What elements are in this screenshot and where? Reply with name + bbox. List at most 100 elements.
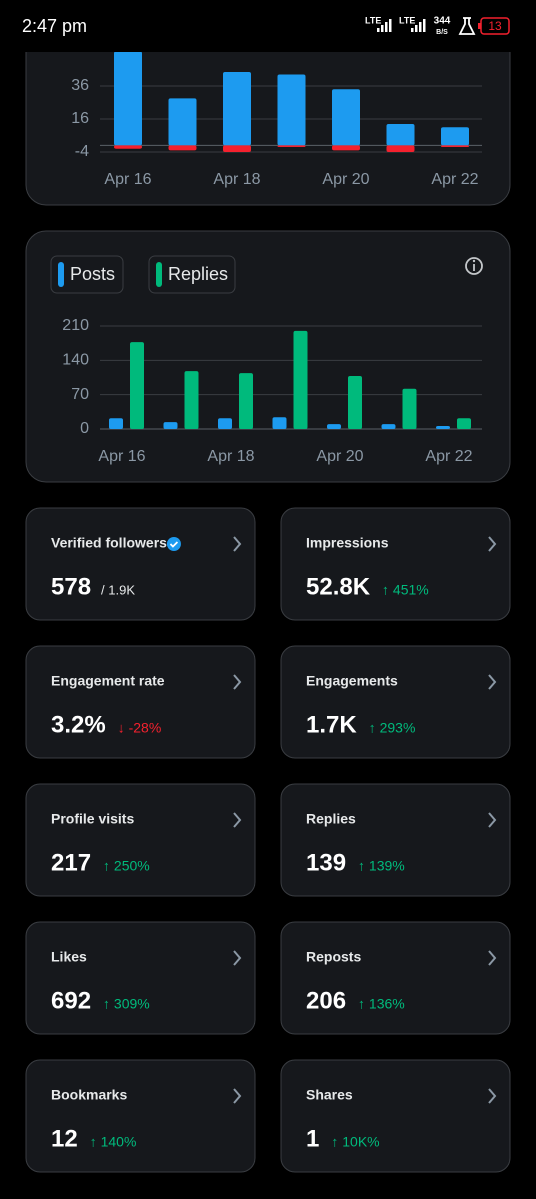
metric-label: Shares xyxy=(306,1087,353,1103)
metric-change: ↑ 140% xyxy=(90,1134,137,1150)
card-bg xyxy=(25,783,256,897)
battery-tip xyxy=(478,23,481,29)
info-icon[interactable] xyxy=(465,257,483,275)
bar xyxy=(184,371,199,429)
legend-label: Replies xyxy=(168,264,228,284)
bar xyxy=(272,417,287,429)
badge-check xyxy=(169,541,179,548)
x-tick-label: Apr 20 xyxy=(322,171,369,188)
card-bg xyxy=(25,645,256,759)
metric-value: 1.7K xyxy=(306,711,357,738)
status-bg xyxy=(0,0,536,52)
chevron xyxy=(233,812,242,828)
bar xyxy=(441,145,469,148)
metric-card[interactable]: Shares 1 ↑ 10K% xyxy=(280,1059,511,1173)
card-bg xyxy=(280,1059,511,1173)
card-bg xyxy=(25,921,256,1035)
y-tick-label: 210 xyxy=(62,317,89,334)
metric-change: ↑ 293% xyxy=(369,720,416,736)
bar xyxy=(386,123,415,146)
status-bar: 2:47 pm LTE LTE 344 B/S 13 xyxy=(0,0,536,52)
metric-card[interactable]: Verified followers 578 / 1.9K xyxy=(25,507,256,621)
metric-label: Engagements xyxy=(306,673,398,689)
x-tick-label: Apr 20 xyxy=(316,448,363,465)
bar xyxy=(168,145,197,151)
chevron xyxy=(233,950,242,966)
bar xyxy=(457,418,471,429)
legend-button[interactable] xyxy=(50,255,124,294)
signal-bar xyxy=(415,25,418,32)
metric-value: 692 xyxy=(51,987,91,1014)
signal-bar xyxy=(423,19,426,32)
bar xyxy=(163,422,178,429)
metric-card[interactable]: Profile visits 217 ↑ 250% xyxy=(25,783,256,897)
signal-bar xyxy=(385,22,388,32)
metric-card[interactable]: Bookmarks 12 ↑ 140% xyxy=(25,1059,256,1173)
y-tick-label: -4 xyxy=(75,143,89,160)
bar xyxy=(130,342,144,429)
bar xyxy=(277,74,306,146)
bar xyxy=(332,89,360,146)
metric-change: ↑ 139% xyxy=(358,858,405,874)
metric-value: 52.8K xyxy=(306,573,371,600)
bar xyxy=(332,145,360,151)
y-tick-label: 140 xyxy=(62,352,89,369)
bar xyxy=(327,424,341,429)
x-tick-label: Apr 22 xyxy=(431,171,478,188)
x-tick-label: Apr 16 xyxy=(98,448,145,465)
metric-value: 217 xyxy=(51,849,91,876)
x-tick-label: Apr 18 xyxy=(207,448,254,465)
metric-total: / 1.9K xyxy=(101,582,135,597)
chart-card xyxy=(25,230,511,483)
metric-value: 139 xyxy=(306,849,346,876)
metric-card[interactable]: Engagements 1.7K ↑ 293% xyxy=(280,645,511,759)
signal-bar xyxy=(381,25,384,32)
metric-value: 578 xyxy=(51,573,91,600)
bar xyxy=(168,98,197,146)
signal-bar xyxy=(377,28,380,32)
metric-label: Impressions xyxy=(306,535,389,551)
verified-badge xyxy=(166,537,181,551)
bar xyxy=(277,145,306,148)
metric-value: 12 xyxy=(51,1125,78,1152)
metric-card[interactable]: Engagement rate 3.2% ↓ -28% xyxy=(25,645,256,759)
metric-value: 1 xyxy=(306,1125,319,1152)
metric-label: Engagement rate xyxy=(51,673,165,689)
bar xyxy=(441,127,469,146)
metric-label: Bookmarks xyxy=(51,1087,127,1103)
chevron xyxy=(233,536,242,552)
chevron xyxy=(488,674,497,690)
card-bg xyxy=(25,1059,256,1173)
status-time: 2:47 pm xyxy=(22,16,87,36)
bar xyxy=(348,376,362,429)
metric-value: 3.2% xyxy=(51,711,106,738)
y-tick-label: 70 xyxy=(71,386,89,403)
metric-change: ↓ -28% xyxy=(118,720,162,736)
x-tick-label: Apr 16 xyxy=(104,171,151,188)
chevron xyxy=(488,950,497,966)
bar xyxy=(381,424,396,429)
signal-bar xyxy=(419,22,422,32)
card-bg xyxy=(280,645,511,759)
bar xyxy=(223,71,251,146)
chevron xyxy=(233,1088,242,1104)
metric-change: ↑ 309% xyxy=(103,996,150,1012)
metric-card[interactable]: Reposts 206 ↑ 136% xyxy=(280,921,511,1035)
legend-button[interactable] xyxy=(148,255,236,294)
bar xyxy=(223,145,251,152)
metric-label: Replies xyxy=(306,811,356,827)
y-tick-label: 36 xyxy=(71,77,89,94)
bar xyxy=(293,330,308,429)
metric-change: ↑ 136% xyxy=(358,996,405,1012)
metric-card[interactable]: Replies 139 ↑ 139% xyxy=(280,783,511,897)
bar xyxy=(386,145,415,152)
metric-card[interactable]: Likes 692 ↑ 309% xyxy=(25,921,256,1035)
bar xyxy=(436,426,450,429)
metric-card[interactable]: Impressions 52.8K ↑ 451% xyxy=(280,507,511,621)
legend-swatch xyxy=(58,262,64,287)
network-type: LTE xyxy=(365,15,381,25)
speed: 344 xyxy=(434,16,451,27)
chevron xyxy=(488,812,497,828)
